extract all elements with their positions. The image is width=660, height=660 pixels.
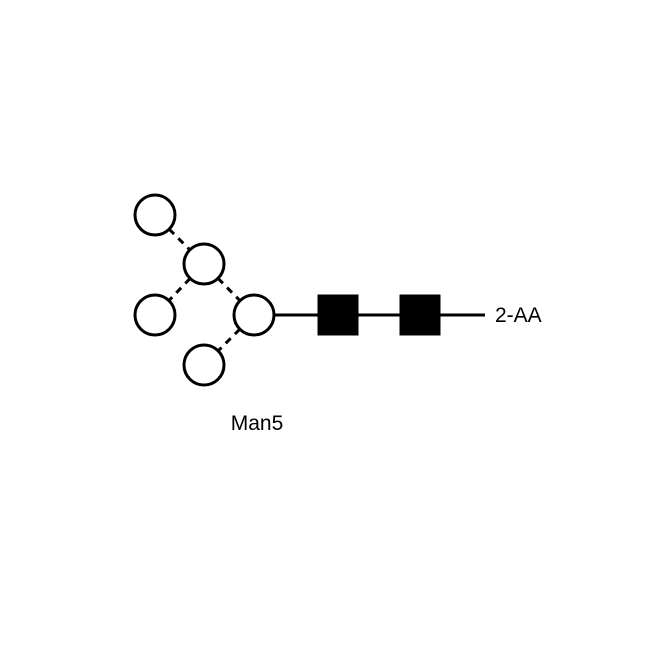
mannose-circle [234, 295, 274, 335]
mannose-circle [135, 295, 175, 335]
edge [218, 278, 240, 300]
edge [169, 229, 190, 250]
glycan-diagram: Man5 2-AA [0, 0, 660, 660]
tag-label: 2-AA [495, 304, 542, 327]
edge [218, 329, 240, 351]
glcnac-square [319, 296, 357, 334]
mannose-circle [135, 195, 175, 235]
edge [169, 278, 190, 300]
glcnac-square [401, 296, 439, 334]
mannose-circle [184, 244, 224, 284]
diagram-caption: Man5 [231, 412, 284, 435]
mannose-circle [184, 345, 224, 385]
